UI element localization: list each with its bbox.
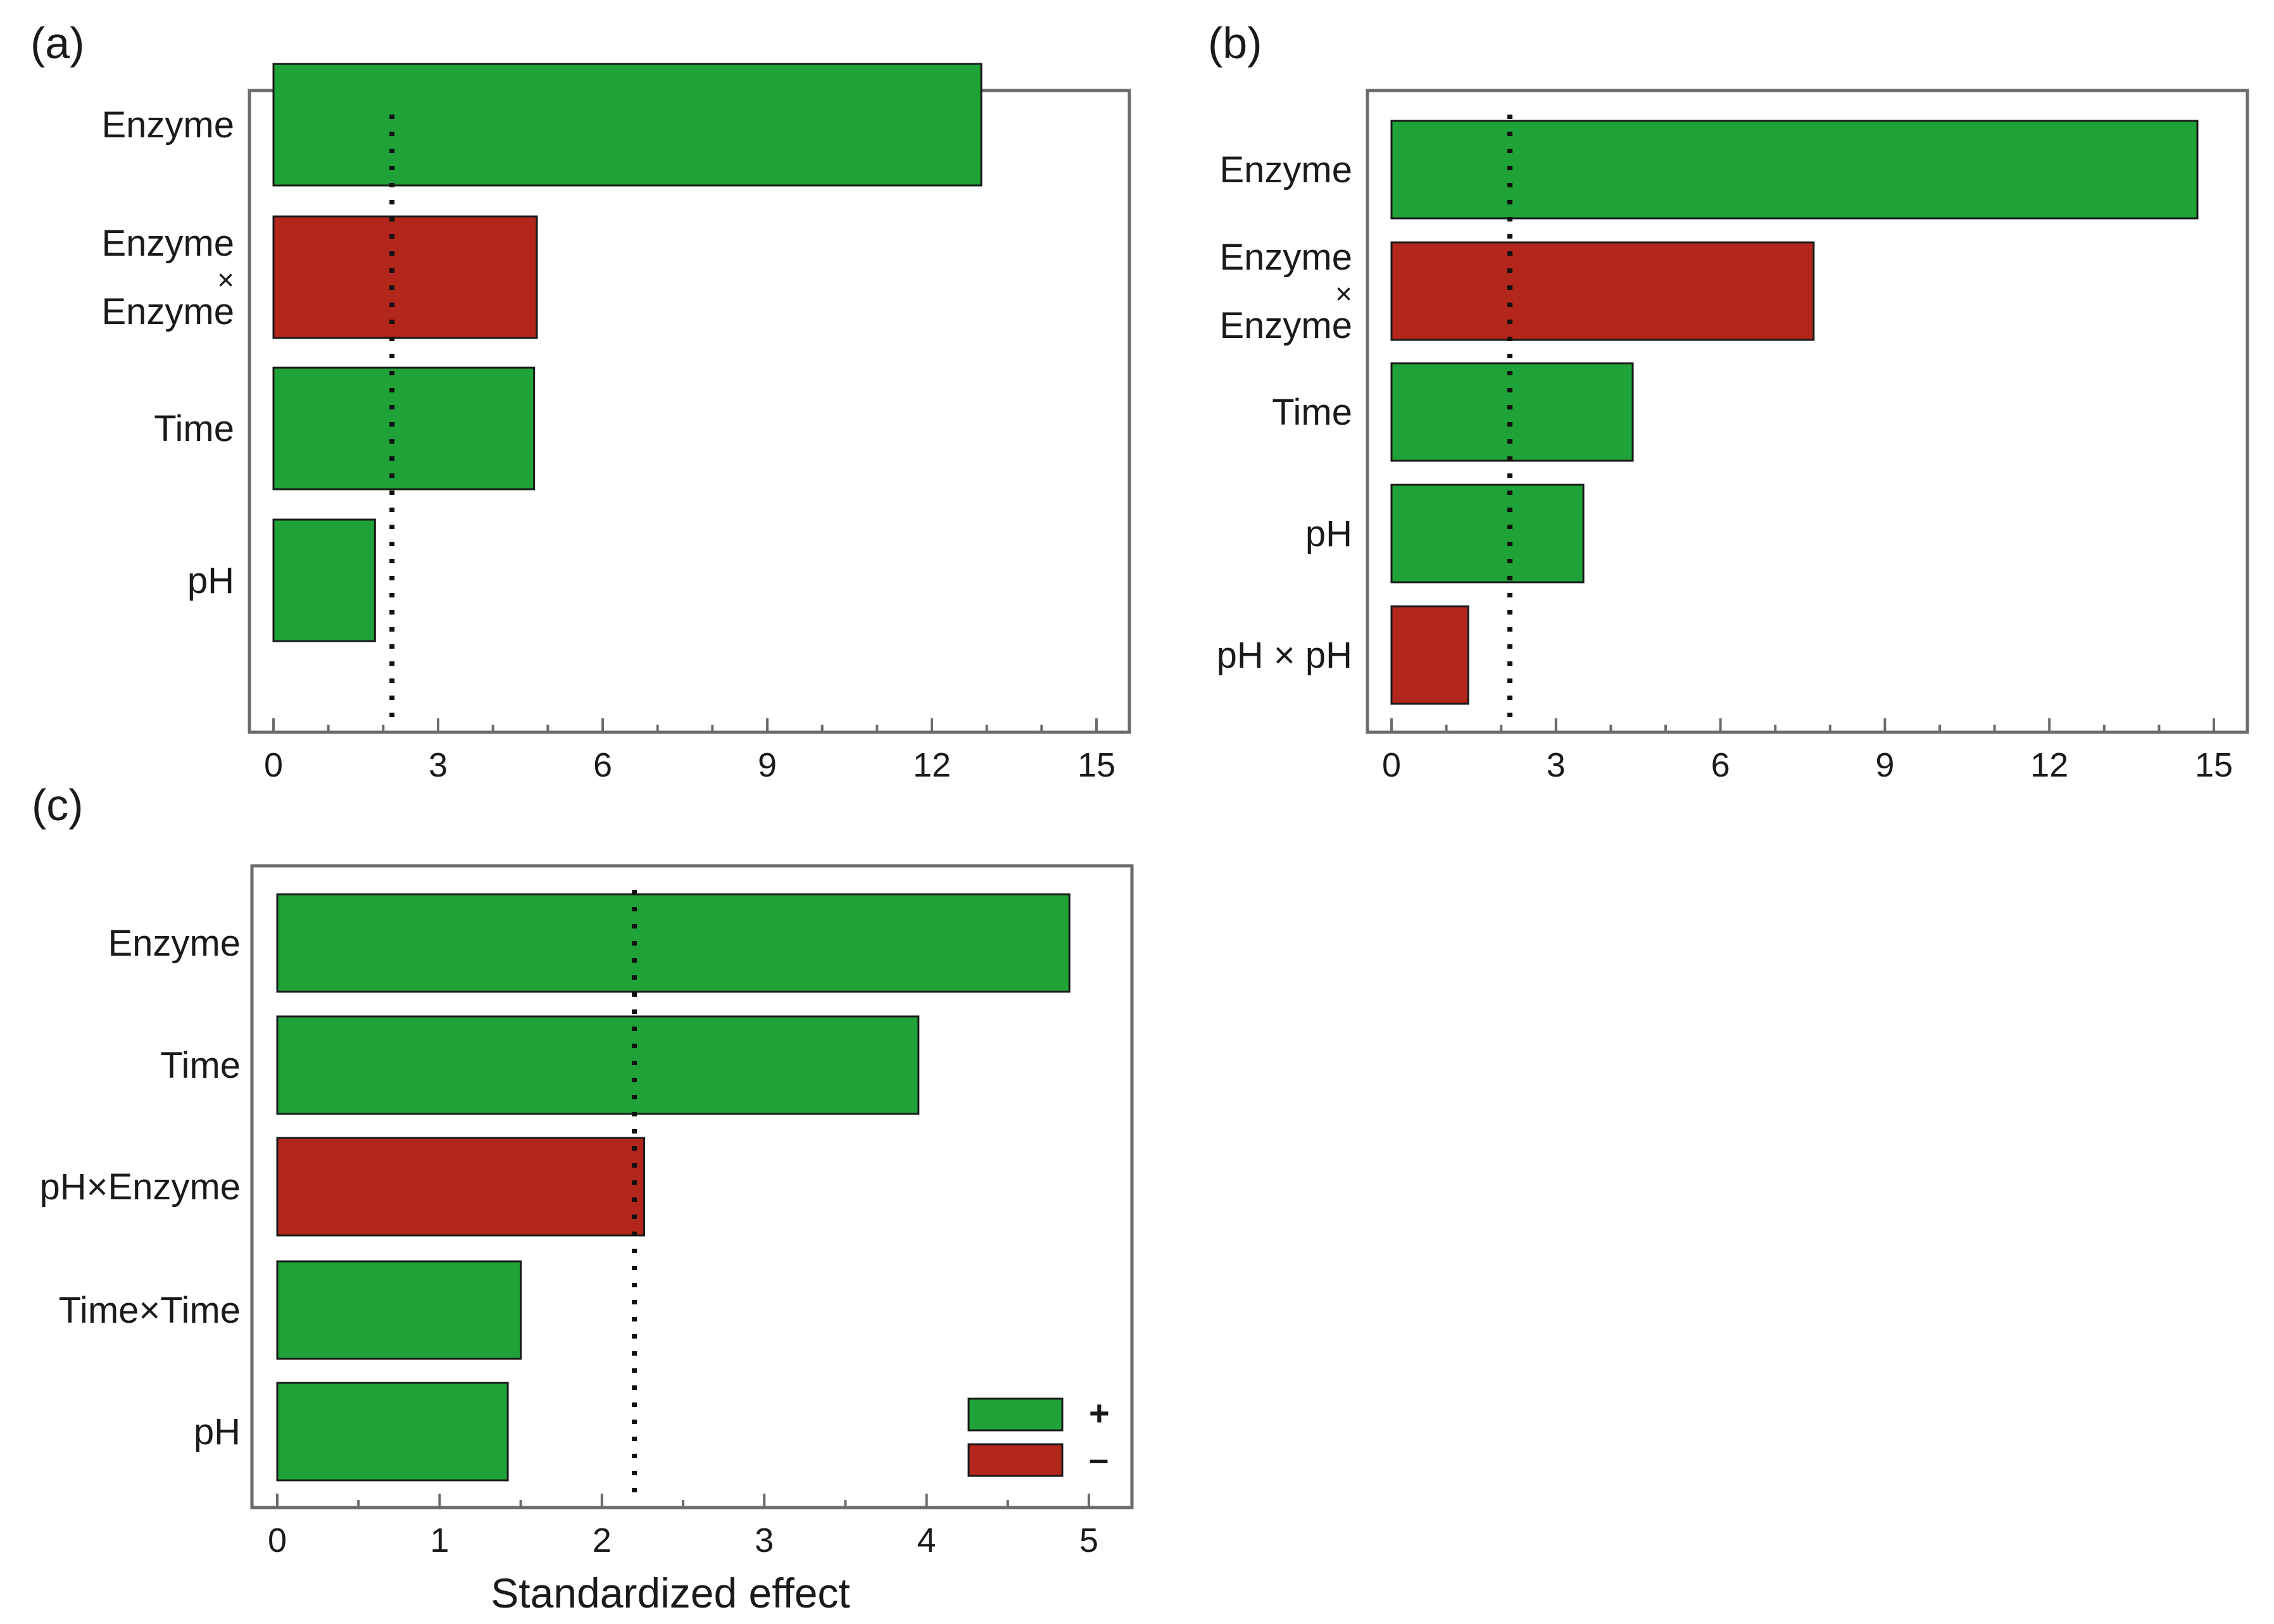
x-axis: 0 3 6 9 12 15 [1382, 718, 2233, 784]
x-axis: 0 3 6 9 12 15 [264, 718, 1115, 784]
panel-a: (a) Enzyme Enzyme × Enzyme Time pH 0 3 6 9 12 15 [30, 18, 1131, 784]
bar-time-time [276, 1260, 522, 1360]
legend-label: – [1089, 1439, 1109, 1478]
x-tick-label: 0 [264, 746, 283, 784]
x-tick-label: 0 [268, 1521, 287, 1559]
x-tick-label: 2 [593, 1521, 612, 1559]
x-axis-label: Standardized effect [491, 1570, 850, 1616]
category-label: Enzyme × Enzyme [101, 223, 234, 332]
x-tick-label: 4 [917, 1521, 936, 1559]
panel-b: (b) Enzyme Enzyme × Enzyme Time pH pH × pH 0 3 6 9 1… [1208, 18, 2249, 784]
category-label: Enzyme [101, 104, 234, 146]
category-label: Time [154, 408, 234, 449]
x-tick-label: 15 [1077, 746, 1115, 784]
x-tick-label: 5 [1079, 1521, 1098, 1559]
category-label: Enzyme [1219, 149, 1352, 191]
category-label: Enzyme × Enzyme [1219, 237, 1352, 346]
category-label: pH × pH [1217, 635, 1352, 676]
bar-ph [276, 1382, 509, 1482]
bar-enzyme [272, 63, 983, 187]
category-label: Time [1272, 392, 1352, 433]
bar-ph-ph [1390, 605, 1469, 705]
legend-swatch-positive [967, 1397, 1064, 1432]
bar-enzyme-enzyme [272, 215, 538, 339]
category-label: pH [194, 1411, 241, 1452]
category-label: Time [160, 1045, 241, 1086]
legend-label: + [1089, 1393, 1110, 1433]
category-label: pH [187, 560, 234, 601]
x-tick-label: 6 [593, 746, 612, 784]
x-tick-label: 0 [1382, 746, 1401, 784]
bar-time [272, 366, 536, 490]
x-tick-label: 12 [913, 746, 951, 784]
bar-enzyme-enzyme [1390, 241, 1815, 341]
category-label: Enzyme [108, 923, 241, 964]
bar-time [276, 1015, 920, 1115]
bar-ph-enzyme [276, 1137, 645, 1237]
x-tick-label: 3 [1547, 746, 1566, 784]
bar-time [1390, 362, 1634, 462]
x-tick-label: 1 [430, 1521, 449, 1559]
x-tick-label: 9 [758, 746, 777, 784]
x-tick-label: 3 [429, 746, 448, 784]
x-tick-label: 9 [1875, 746, 1894, 784]
panel-c: (c) Enzyme Time pH×Enzyme Time×Time pH 0 1 2 3 4 5 S… [32, 780, 1134, 1616]
panel-label: (b) [1208, 18, 1262, 68]
bar-enzyme [1390, 120, 2199, 220]
legend: +– [967, 1393, 1110, 1478]
panel-label: (c) [32, 780, 84, 830]
x-tick-label: 12 [2030, 746, 2068, 784]
category-label: Time×Time [59, 1290, 241, 1331]
bar-ph [1390, 484, 1585, 584]
legend-swatch-negative [967, 1443, 1064, 1477]
x-tick-label: 3 [755, 1521, 774, 1559]
category-label: pH [1305, 513, 1352, 554]
x-axis: 0 1 2 3 4 5 [268, 1494, 1098, 1559]
panel-label: (a) [30, 18, 85, 68]
bar-enzyme [276, 893, 1071, 993]
x-tick-label: 6 [1711, 746, 1730, 784]
x-tick-label: 15 [2195, 746, 2233, 784]
category-label: pH×Enzyme [39, 1166, 241, 1208]
bar-ph [272, 518, 376, 642]
